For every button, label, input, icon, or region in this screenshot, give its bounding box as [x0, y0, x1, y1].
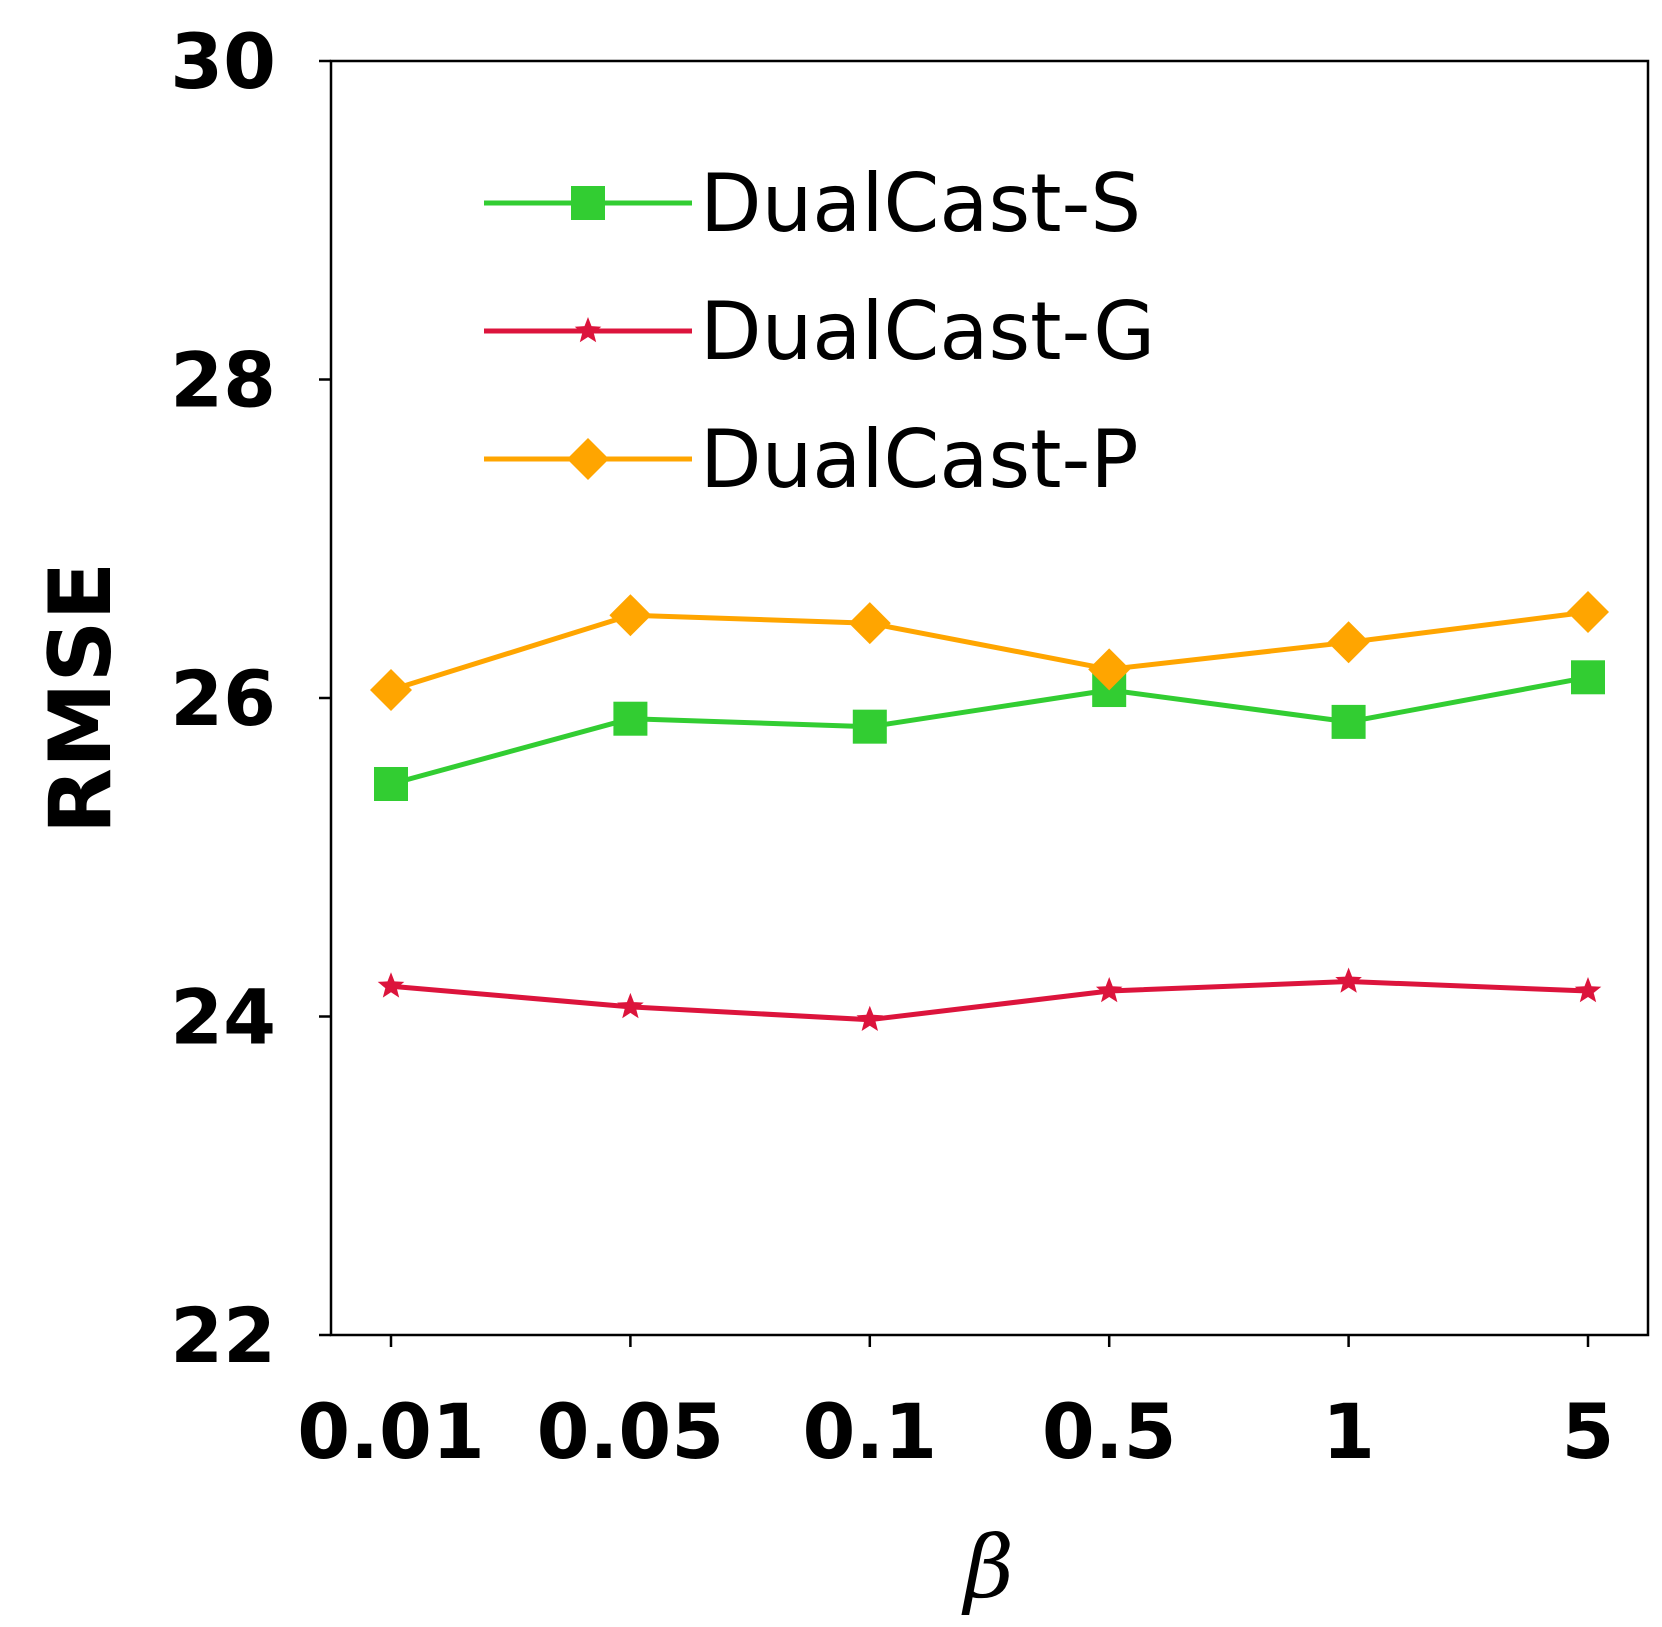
- y-tick-label: 22: [170, 1291, 276, 1380]
- y-axis-ticks: 22 24 26 28 30: [170, 17, 331, 1380]
- data-point-marker: [1088, 648, 1131, 691]
- data-point-marker: [1095, 977, 1123, 1003]
- legend-item: DualCast-P: [484, 413, 1139, 506]
- data-point-marker: [1574, 977, 1602, 1003]
- legend-marker: [567, 438, 609, 480]
- data-point-marker: [852, 709, 887, 744]
- x-tick-label: 0.5: [1042, 1387, 1177, 1476]
- series-dualcast-g: [377, 967, 1602, 1031]
- data-point-marker: [374, 766, 408, 801]
- series-line: [390, 674, 1589, 787]
- y-axis-label: RMSE: [31, 562, 131, 835]
- data-point-marker: [1327, 621, 1370, 664]
- data-point-marker: [1567, 591, 1609, 634]
- series-line: [390, 979, 1589, 1023]
- x-axis-ticks: 0.01 0.05 0.1 0.5 1 5: [297, 1335, 1614, 1476]
- data-point-marker: [617, 992, 644, 1019]
- x-tick-label: 0.1: [802, 1387, 937, 1476]
- data-point-marker: [848, 602, 891, 645]
- y-tick-label: 24: [170, 973, 276, 1062]
- legend-marker: [571, 186, 605, 220]
- legend-marker: [574, 317, 602, 343]
- series-dualcast-s: [374, 660, 1605, 801]
- x-tick-label: 5: [1562, 1387, 1615, 1476]
- series-dualcast-p: [370, 591, 1609, 712]
- y-tick-label: 26: [170, 654, 276, 743]
- data-point-marker: [1331, 704, 1366, 739]
- data-point-marker: [370, 669, 412, 712]
- x-tick-label: 0.05: [537, 1387, 725, 1476]
- data-point-marker: [1335, 967, 1362, 993]
- data-point-marker: [377, 972, 405, 998]
- legend-label: DualCast-P: [700, 413, 1139, 506]
- data-point-marker: [1571, 660, 1605, 695]
- series-line: [390, 609, 1589, 693]
- y-tick-label: 30: [170, 17, 276, 106]
- plot-frame: [329, 59, 1650, 1337]
- legend-item: DualCast-S: [484, 157, 1141, 250]
- series-layer: [370, 591, 1609, 1031]
- y-tick-label: 28: [170, 336, 276, 425]
- legend-item: DualCast-G: [484, 285, 1155, 378]
- x-axis-label: β: [961, 1518, 1014, 1618]
- x-tick-label: 0.01: [297, 1387, 485, 1476]
- legend: DualCast-S DualCast-G DualCast-P: [484, 157, 1155, 506]
- data-point-marker: [613, 701, 648, 736]
- data-point-marker: [856, 1005, 884, 1031]
- data-point-marker: [609, 594, 652, 637]
- legend-label: DualCast-S: [700, 157, 1141, 250]
- x-tick-label: 1: [1322, 1387, 1375, 1476]
- legend-label: DualCast-G: [700, 285, 1155, 378]
